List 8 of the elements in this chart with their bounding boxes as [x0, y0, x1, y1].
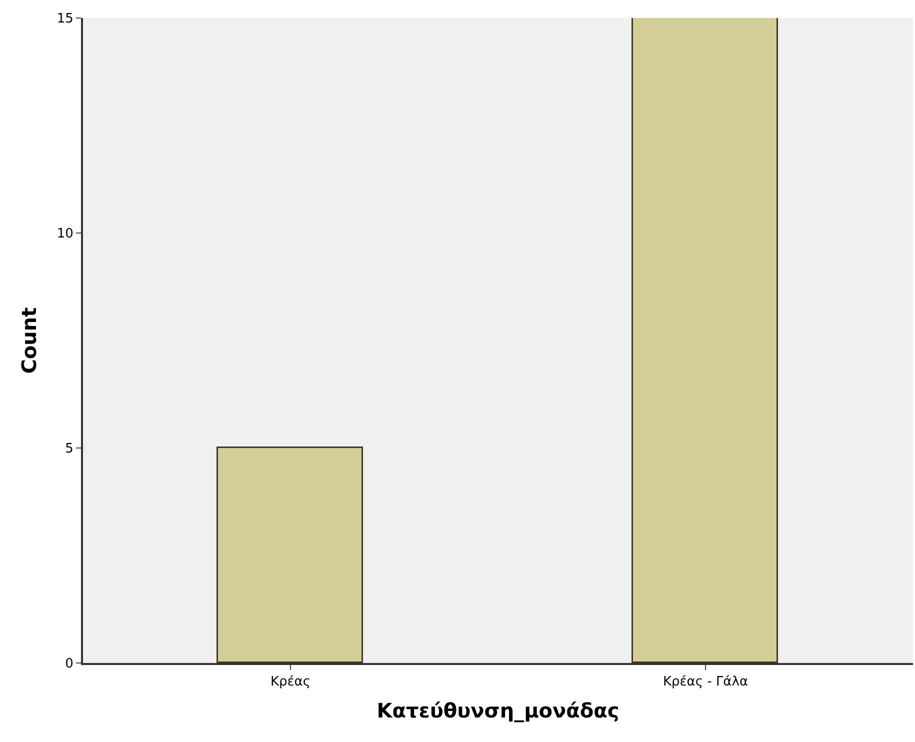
- x-tick-label: Κρέας - Γάλα: [662, 674, 748, 690]
- y-tick-label: 5: [65, 442, 74, 457]
- y-tick-label: 0: [65, 656, 74, 672]
- y-tick-label: 10: [56, 226, 74, 242]
- x-axis-title: Κατεύθυνση_μονάδας: [376, 698, 620, 723]
- y-tick-label: 15: [56, 12, 74, 27]
- x-tick-label: Κρέας: [270, 674, 311, 690]
- y-axis-title: Count: [16, 306, 41, 374]
